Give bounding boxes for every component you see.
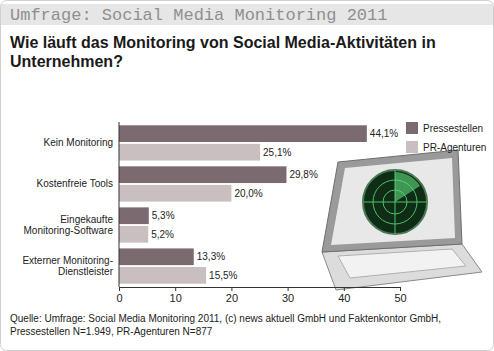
x-tick-label: 10 bbox=[170, 292, 182, 304]
header: Umfrage: Social Media Monitoring 2011 bbox=[10, 6, 387, 25]
laptop-screen bbox=[322, 150, 462, 252]
laptop-display bbox=[331, 158, 455, 245]
data-label: 20,0% bbox=[234, 188, 262, 199]
category-label: Kostenfreie Tools bbox=[36, 178, 113, 189]
x-tick-label: 20 bbox=[226, 292, 238, 304]
x-tick: 10 bbox=[170, 287, 182, 304]
legend-label: Pressestellen bbox=[423, 123, 483, 134]
title: Wie läuft das Monitoring von Social Medi… bbox=[10, 34, 436, 70]
frame bbox=[1, 1, 494, 351]
data-label: 13,3% bbox=[197, 251, 225, 262]
bar bbox=[119, 144, 260, 161]
x-tick-mark bbox=[400, 287, 401, 291]
x-tick-mark bbox=[344, 287, 345, 291]
chart: Umfrage: Social Media Monitoring 2011 Wie… bbox=[0, 0, 494, 351]
x-tick: 20 bbox=[226, 287, 238, 304]
category-label: Kein Monitoring bbox=[44, 137, 113, 148]
text-line: Externer Monitoring- bbox=[22, 255, 113, 266]
x-tick-label: 40 bbox=[338, 292, 350, 304]
radar-sweep bbox=[395, 172, 420, 202]
bar bbox=[119, 248, 194, 265]
x-tick-label: 0 bbox=[116, 292, 122, 304]
category-label: Externer Monitoring-Dienstleister bbox=[22, 255, 113, 277]
bar bbox=[119, 267, 206, 284]
laptop-icon bbox=[322, 150, 482, 290]
data-label: 5,2% bbox=[151, 229, 174, 240]
x-tick-mark bbox=[288, 287, 289, 291]
x-tick: 40 bbox=[338, 287, 350, 304]
data-label: 5,3% bbox=[152, 210, 175, 221]
legend-swatch bbox=[406, 141, 418, 153]
bar bbox=[119, 125, 367, 142]
x-tick-mark bbox=[231, 287, 232, 291]
x-tick: 0 bbox=[116, 287, 122, 304]
radar bbox=[363, 170, 427, 234]
bar bbox=[119, 185, 231, 202]
category-labels: Kein Monitoring Kostenfreie Tools Eingekau… bbox=[22, 137, 113, 277]
legend: Pressestellen PR-Agenturen bbox=[406, 122, 486, 153]
data-label: 25,1% bbox=[263, 147, 291, 158]
text-line: Kein Monitoring bbox=[44, 137, 113, 148]
x-tick: 30 bbox=[282, 287, 294, 304]
x-tick: 50 bbox=[394, 287, 406, 304]
source: Quelle: Umfrage: Social Media Monitoring… bbox=[10, 313, 441, 337]
data-label: 44,1% bbox=[370, 128, 398, 139]
laptop-keyboard bbox=[338, 249, 466, 278]
bar bbox=[119, 207, 149, 224]
text-line: Kostenfreie Tools bbox=[36, 178, 113, 189]
legend-swatch bbox=[406, 122, 418, 134]
x-tick-label: 50 bbox=[394, 292, 406, 304]
data-label: 15,5% bbox=[209, 270, 237, 281]
text-line: Eingekaufte bbox=[60, 214, 113, 225]
bars bbox=[119, 125, 367, 283]
x-axis-line bbox=[120, 287, 401, 288]
bar bbox=[119, 226, 148, 243]
text-line: Quelle: Umfrage: Social Media Monitoring… bbox=[10, 313, 441, 324]
x-tick-label: 30 bbox=[282, 292, 294, 304]
text-line: Dienstleister bbox=[58, 266, 114, 277]
text-line: Unternehmen? bbox=[10, 53, 123, 70]
text-line: Monitoring-Software bbox=[24, 225, 114, 236]
category-label: EingekaufteMonitoring-Software bbox=[24, 214, 114, 236]
y-axis-line bbox=[119, 122, 120, 287]
header-band bbox=[1, 4, 493, 25]
text-line: Wie läuft das Monitoring von Social Medi… bbox=[10, 34, 436, 51]
x-tick-mark bbox=[119, 287, 120, 291]
data-labels: 44,1% 29,8% 5,3% 13,3% 25,1% 20,0% 5,2% 15,5% bbox=[151, 128, 398, 281]
x-axis: 0 10 20 30 40 50 bbox=[116, 287, 406, 304]
x-tick-mark bbox=[175, 287, 176, 291]
bar bbox=[119, 166, 286, 183]
data-label: 29,8% bbox=[289, 169, 317, 180]
text-line: Pressestellen N=1.949, PR-Agenturen N=87… bbox=[10, 326, 213, 337]
legend-label: PR-Agenturen bbox=[423, 142, 486, 153]
